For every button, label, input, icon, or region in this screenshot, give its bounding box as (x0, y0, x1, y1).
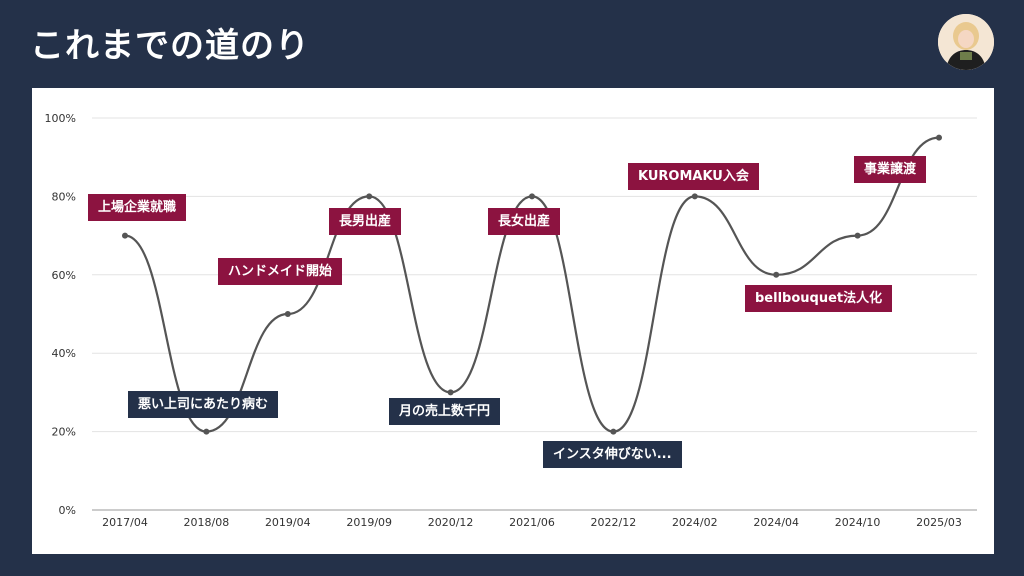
x-tick-label: 2022/12 (591, 516, 637, 529)
line-chart: 0% 20% 40% 60% 80% 100% 2017/04 2018/08 2019/04 2… (32, 88, 994, 554)
x-tick-label: 2019/09 (346, 516, 392, 529)
y-tick-label: 60% (52, 269, 76, 282)
y-tick-label: 80% (52, 190, 76, 203)
x-tick-label: 2018/08 (184, 516, 230, 529)
annotation-label: インスタ伸びない... (543, 441, 682, 468)
x-tick-label: 2021/06 (509, 516, 555, 529)
data-point (366, 193, 372, 199)
data-point (610, 429, 616, 435)
x-tick-label: 2024/04 (753, 516, 799, 529)
x-tick-label: 2020/12 (428, 516, 474, 529)
annotation-label: 長男出産 (329, 208, 401, 235)
x-tick-label: 2017/04 (102, 516, 148, 529)
data-point (122, 233, 128, 239)
data-point (285, 311, 291, 317)
annotation-label: 月の売上数千円 (389, 398, 500, 425)
y-tick-label: 100% (45, 112, 76, 125)
annotation-label: KUROMAKU入会 (628, 163, 759, 190)
data-point (529, 193, 535, 199)
y-tick-label: 0% (59, 504, 76, 517)
data-point (855, 233, 861, 239)
x-tick-label: 2025/03 (916, 516, 962, 529)
annotation-label: 長女出産 (488, 208, 560, 235)
data-point (203, 429, 209, 435)
data-point (936, 135, 942, 141)
annotation-label: 悪い上司にあたり病む (128, 391, 278, 418)
x-tick-label: 2024/02 (672, 516, 718, 529)
annotation-label: bellbouquet法人化 (745, 285, 892, 312)
annotation-label: 上場企業就職 (88, 194, 186, 221)
annotation-label: ハンドメイド開始 (218, 258, 342, 285)
chart-panel: 0% 20% 40% 60% 80% 100% 2017/04 2018/08 2019/04 2… (32, 88, 994, 554)
page-title: これまでの道のり (30, 18, 310, 67)
annotation-label: 事業譲渡 (854, 156, 926, 183)
data-point (773, 272, 779, 278)
avatar (938, 14, 994, 70)
data-point (448, 389, 454, 395)
x-tick-label: 2019/04 (265, 516, 311, 529)
y-tick-label: 20% (52, 426, 76, 439)
data-point (692, 193, 698, 199)
x-tick-label: 2024/10 (835, 516, 881, 529)
y-tick-label: 40% (52, 347, 76, 360)
